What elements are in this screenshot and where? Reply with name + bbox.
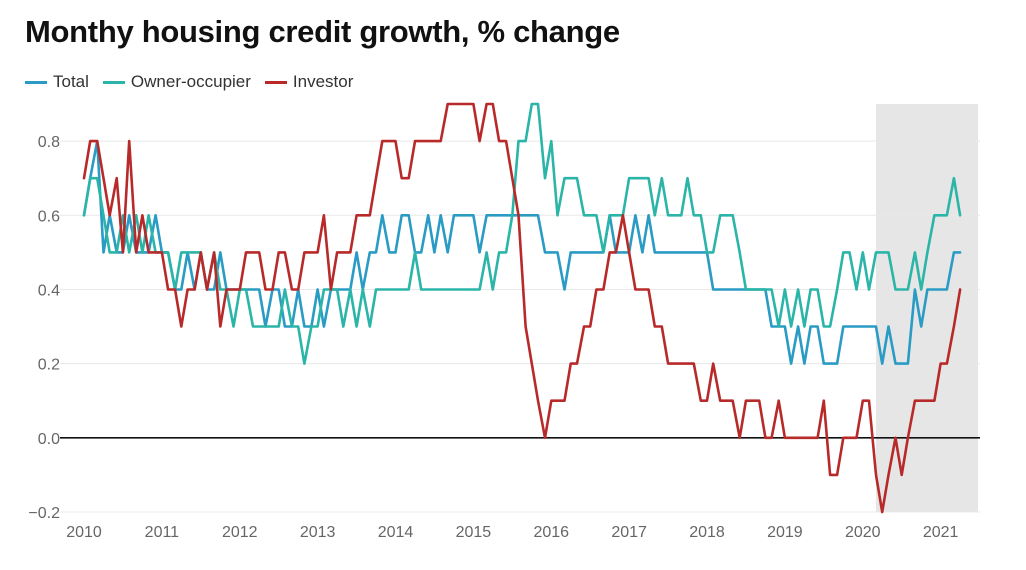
y-tick-label: 0.0 bbox=[38, 431, 60, 448]
series-line-owner-occupier bbox=[82, 102, 962, 365]
legend-item-investor: Investor bbox=[264, 72, 354, 92]
legend-swatch-total bbox=[25, 80, 47, 84]
legend-swatch-owner-occupier bbox=[102, 80, 125, 84]
y-tick-label: 0.8 bbox=[38, 134, 60, 151]
x-tick-label: 2016 bbox=[533, 524, 569, 541]
x-tick-label: 2021 bbox=[923, 524, 959, 541]
legend-item-owner-occupier: Owner-occupier bbox=[102, 72, 251, 92]
x-tick-label: 2018 bbox=[689, 524, 725, 541]
y-tick-label: 0.6 bbox=[38, 208, 60, 225]
x-tick-label: 2019 bbox=[767, 524, 803, 541]
x-tick-label: 2015 bbox=[456, 524, 492, 541]
x-tick-label: 2020 bbox=[845, 524, 881, 541]
legend-item-total: Total bbox=[25, 72, 89, 92]
legend: Total Owner-occupier Investor bbox=[25, 72, 367, 92]
legend-swatch-investor bbox=[264, 80, 287, 84]
x-tick-label: 2010 bbox=[66, 524, 102, 541]
x-tick-label: 2012 bbox=[222, 524, 258, 541]
shaded-region bbox=[876, 104, 978, 512]
y-tick-label: −0.2 bbox=[28, 505, 60, 522]
x-tick-label: 2014 bbox=[378, 524, 414, 541]
legend-label-owner-occupier: Owner-occupier bbox=[130, 72, 251, 91]
x-tick-label: 2013 bbox=[300, 524, 336, 541]
legend-label-total: Total bbox=[53, 72, 89, 91]
x-tick-label: 2017 bbox=[611, 524, 647, 541]
series-line-investor bbox=[82, 102, 962, 514]
chart-title: Monthy housing credit growth, % change bbox=[25, 14, 620, 49]
x-tick-label: 2011 bbox=[145, 524, 180, 541]
y-tick-label: 0.4 bbox=[38, 282, 60, 299]
legend-label-investor: Investor bbox=[292, 72, 354, 91]
y-tick-label: 0.2 bbox=[38, 357, 60, 374]
